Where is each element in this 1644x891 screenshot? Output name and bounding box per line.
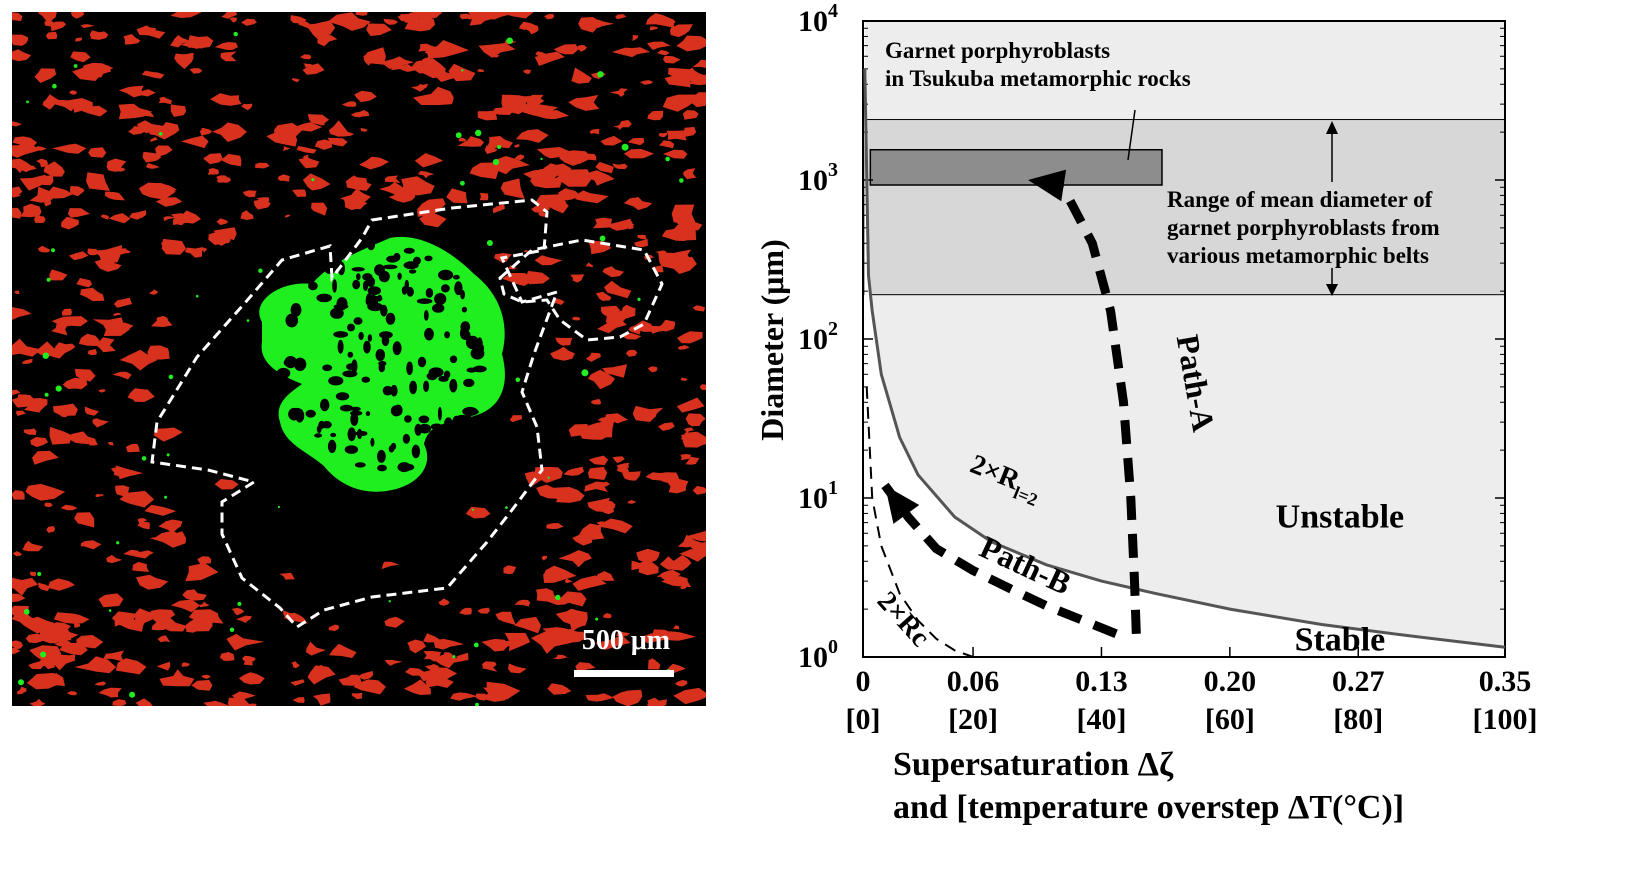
path-b-line [881,482,1118,638]
x-tick-label: 0.13 [1075,665,1128,698]
band-arrow-up-head [1326,121,1338,134]
x-tick-sublabel: [80] [1333,703,1383,736]
tsukuba-box [869,148,1163,186]
y-tick-label: 103 [798,159,838,197]
x-axis-label-line2: and [temperature overstep ΔT(°C)] [893,789,1404,826]
x-tick-label: 0.06 [947,665,1000,698]
y-axis-label: Diameter (μm) [754,239,790,440]
tsukuba-label-line: in Tsukuba metamorphic rocks [885,66,1191,91]
y-tick-label: 102 [798,318,838,356]
x-tick-sublabel: [60] [1205,703,1255,736]
nucleation-diagram: 100 101 102 103 104 0 [0] 0.06 [20] 0.13 [40] 0.20 [… [735,0,1644,886]
band-label-line: Range of mean diameter of [1167,187,1433,212]
garnet-micrograph: 500 μm [0,4,722,712]
x-axis-label-line1: Supersaturation Δζ [893,746,1174,783]
stable-region [864,68,1505,657]
diameter-range-band [864,119,1506,296]
x-tick-label: 0.27 [1332,665,1385,698]
x-tick-label: 0.35 [1479,665,1532,698]
path-b-arrowhead [885,485,920,524]
curve-2xR-l2 [863,68,1506,649]
x-tick-label: 0 [856,665,871,698]
garnet-inclusions [276,240,487,473]
matrix-green-phase [18,31,684,707]
tsukuba-pointer [1127,109,1136,161]
curve-2xRc [865,386,974,658]
region-label-unstable: Unstable [1276,499,1404,536]
dashed-outline-right [498,238,664,342]
y-tick-label: 101 [798,477,838,515]
band-arrow-down-head [1326,284,1338,296]
path-a-arrowhead [1028,169,1067,202]
x-tick-sublabel: [40] [1076,703,1126,736]
x-tick-label: 0.20 [1204,665,1257,698]
scale-bar [574,670,674,677]
tsukuba-label-line: Garnet porphyroblasts [885,38,1110,63]
band-label-line: various metamorphic belts [1167,243,1429,268]
y-tick-label: 100 [798,636,838,674]
x-tick-sublabel: [0] [846,703,881,736]
x-tick-sublabel: [100] [1473,703,1538,736]
dashed-outline-main [150,198,560,629]
scale-bar-label: 500 μm [582,625,670,656]
x-tick-sublabel: [20] [948,703,998,736]
y-tick-label: 104 [798,0,838,38]
band-label-line: garnet porphyroblasts from [1167,215,1440,240]
region-label-stable: Stable [1295,621,1386,658]
